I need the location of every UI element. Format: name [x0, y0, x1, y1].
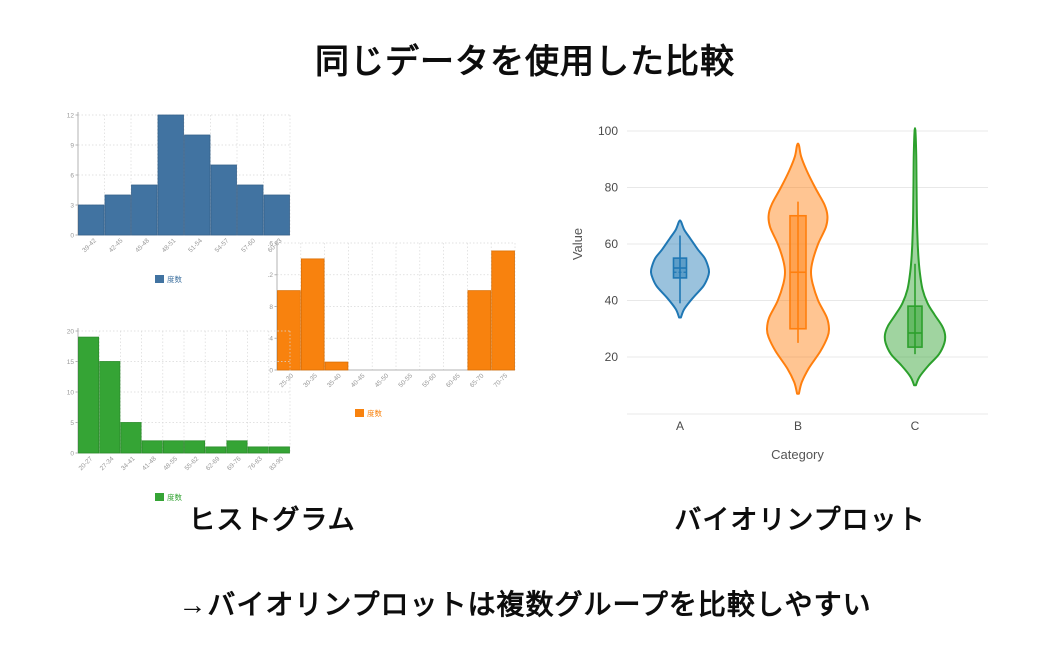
histogram-bar — [78, 336, 100, 454]
x-axis-title: Category — [771, 447, 824, 462]
histogram-bar — [157, 114, 184, 236]
x-tick-label: B — [794, 419, 802, 433]
y-tick-label: 20 — [67, 328, 75, 335]
x-tick-label: 57-60 — [240, 237, 257, 254]
x-tick-label: 41-48 — [141, 455, 158, 472]
conclusion-note: →バイオリンプロットは複数グループを比較しやすい — [178, 589, 872, 620]
x-tick-label: 40-45 — [350, 372, 367, 389]
histogram-bar — [268, 446, 290, 454]
histogram-bar — [131, 184, 158, 236]
legend-swatch — [155, 275, 164, 283]
histogram-bar — [184, 440, 206, 454]
histogram-bar — [491, 250, 515, 371]
x-tick-label: 69-76 — [226, 455, 243, 472]
histogram-bar — [99, 361, 121, 454]
legend-label: 度数 — [167, 492, 182, 502]
x-tick-label: 65-70 — [469, 372, 486, 389]
histogram-bar — [324, 361, 349, 371]
histogram-bar — [184, 134, 211, 236]
histogram-blue-chart: 0 3 6 9 12 39-42 42-45 45-48 48-51 51-54 54-57 57-6… — [15, 108, 300, 293]
histogram-bar — [78, 204, 105, 236]
histogram-bar — [237, 184, 264, 236]
histogram-bar — [141, 440, 163, 454]
x-tick-label: 70-75 — [493, 372, 510, 389]
y-tick-label: 5 — [70, 420, 74, 427]
y-tick-label: 15 — [67, 359, 75, 366]
x-tick-label: 60-65 — [445, 372, 462, 389]
y-tick-label: 10 — [67, 389, 75, 396]
histogram-green-chart: 0 5 10 15 20 20-27 27-34 34-41 41-48 48-55 55-62 62… — [50, 308, 338, 513]
x-tick-label: 51-54 — [187, 237, 204, 254]
violin-plot-svg: 20 40 60 80 100 Value A B C Category — [570, 124, 988, 462]
x-tick-label: 45-50 — [374, 372, 391, 389]
y-tick-label: 9 — [70, 142, 74, 149]
legend-swatch — [355, 409, 364, 417]
violin-plot-chart: 20 40 60 80 100 Value A B C Category — [560, 110, 990, 473]
legend-label: 度数 — [167, 274, 182, 284]
histogram-green-svg: 0 5 10 15 20 20-27 27-34 34-41 41-48 48-55 55-62 62… — [67, 328, 291, 502]
y-tick-label: 20 — [605, 350, 619, 364]
x-tick-label: 55-62 — [184, 455, 201, 472]
x-tick-label: C — [911, 419, 920, 433]
violin-shape — [883, 127, 947, 387]
x-tick-label: 34-41 — [120, 455, 137, 472]
histogram-bar — [263, 194, 290, 236]
x-tick-label: 39-42 — [81, 237, 98, 254]
y-tick-label: 80 — [605, 181, 619, 195]
y-tick-label: 3 — [70, 202, 74, 209]
y-tick-label: 8 — [269, 304, 273, 311]
legend-swatch — [155, 493, 164, 501]
y-tick-label: 40 — [605, 294, 619, 308]
histogram-bar — [205, 446, 227, 454]
slide-title: 同じデータを使用した比較 — [315, 43, 735, 81]
histogram-bar — [120, 422, 142, 454]
y-tick-label: 0 — [70, 450, 74, 457]
violin-caption: バイオリンプロット — [674, 505, 926, 535]
x-tick-label: 20-27 — [78, 455, 95, 472]
y-tick-label: 0 — [269, 367, 273, 374]
legend-label: 度数 — [367, 408, 382, 418]
y-tick-label: 6 — [70, 172, 74, 179]
y-tick-label: 60 — [605, 237, 619, 251]
y-tick-label: 16 — [268, 240, 273, 247]
x-tick-label: 27-34 — [99, 455, 116, 472]
x-tick-label: 48-55 — [162, 455, 179, 472]
y-tick-label: 12 — [67, 112, 75, 119]
x-tick-label: 83-90 — [268, 455, 285, 472]
x-tick-label: 45-48 — [134, 237, 151, 254]
x-tick-label: 62-69 — [205, 455, 222, 472]
histogram-caption: ヒストグラム — [188, 505, 356, 535]
x-tick-label: A — [676, 419, 684, 433]
x-tick-label: 54-57 — [214, 237, 231, 254]
histogram-bar — [104, 194, 131, 236]
histogram-bar — [162, 440, 184, 454]
y-axis-title: Value — [570, 228, 585, 260]
x-tick-label: 48-51 — [161, 237, 178, 254]
histogram-blue-svg: 0 3 6 9 12 39-42 42-45 45-48 48-51 51-54 54-57 57-6… — [67, 112, 291, 284]
y-tick-label: 12 — [268, 272, 273, 279]
histogram-orange-svg: 048121625-3030-3535-4040-4545-5050-5555-… — [266, 240, 516, 418]
x-tick-label: 76-83 — [247, 455, 264, 472]
x-tick-label: 42-45 — [108, 237, 125, 254]
histogram-bar — [300, 258, 325, 371]
histogram-bar — [226, 440, 248, 454]
x-tick-label: 50-55 — [397, 372, 414, 389]
histogram-orange-chart: 048121625-3030-3535-4040-4545-5050-5555-… — [266, 233, 523, 433]
y-tick-label: 100 — [598, 124, 618, 138]
box — [907, 305, 923, 348]
histogram-bar — [247, 446, 269, 454]
x-tick-label: 55-60 — [421, 372, 438, 389]
histogram-bar — [467, 290, 492, 371]
y-tick-label: 4 — [269, 336, 273, 343]
histogram-bar — [210, 164, 237, 236]
y-tick-label: 0 — [70, 232, 74, 239]
histogram-bar — [277, 290, 301, 371]
